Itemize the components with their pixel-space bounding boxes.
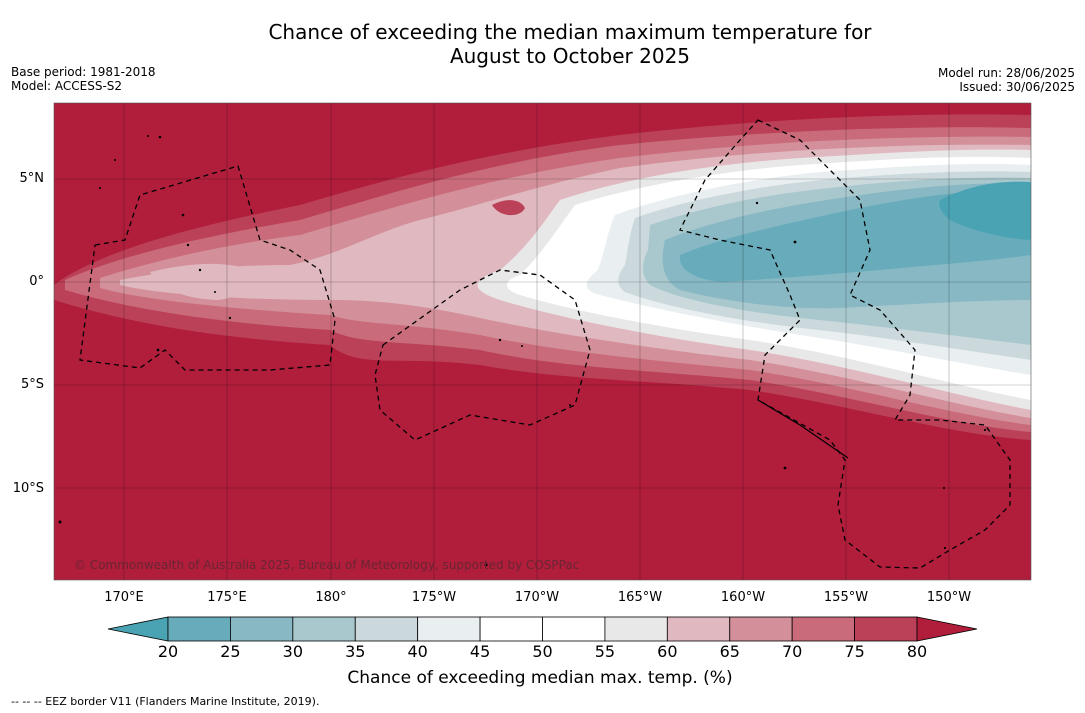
colorbar-segment: [666, 616, 731, 642]
lon-label-175e: 175°E: [207, 590, 247, 605]
meta-left: Base period: 1981-2018 Model: ACCESS-S2: [11, 65, 156, 93]
model-run: Model run: 28/06/2025: [937, 66, 1075, 80]
lon-label-170e: 170°E: [104, 590, 144, 605]
colorbar-tick-label: 20: [157, 642, 179, 661]
warm-spot: [492, 200, 525, 216]
colorbar-segment: [854, 616, 918, 642]
lon-label-170w: 170°W: [514, 590, 560, 605]
colorbar-tick-label: 50: [532, 642, 553, 661]
title-line-2: August to October 2025: [449, 44, 691, 68]
island-specks: [58, 135, 987, 567]
copyright-notice: © Commonwealth of Australia 2025, Bureau…: [74, 558, 580, 572]
lon-label-150w: 150°W: [926, 590, 972, 605]
colorbar-segment: [791, 616, 855, 642]
colorbar-tick-label: 40: [407, 642, 428, 661]
base-period: Base period: 1981-2018: [11, 65, 156, 79]
colorbar-segment: [230, 616, 294, 642]
lon-label-155w: 155°W: [823, 590, 869, 605]
lat-label-5n: 5°N: [19, 171, 45, 186]
colorbar-segment: [354, 616, 419, 642]
colorbar: [107, 616, 978, 642]
solid-boundary: [757, 399, 849, 459]
colorbar-tick-label: 80: [906, 642, 928, 661]
lon-label-175w: 175°W: [411, 590, 457, 605]
colorbar-label: Chance of exceeding median max. temp. (%…: [347, 668, 733, 688]
colorbar-segment: [479, 616, 543, 642]
graticule: [54, 103, 1031, 580]
eez-borders: [79, 119, 1011, 569]
map-title: Chance of exceeding the median maximum t…: [170, 20, 970, 68]
eez-line-islands: [679, 119, 1011, 569]
lon-label-180: 180°: [315, 590, 347, 605]
colorbar-tick-label: 75: [844, 642, 865, 661]
colorbar-segment: [542, 616, 606, 642]
colorbar-tick-label: 30: [282, 642, 303, 661]
colorbar-tick-label: 25: [220, 642, 241, 661]
issued-date: Issued: 30/06/2025: [959, 80, 1075, 94]
lat-label-0: 0°: [29, 274, 44, 289]
model-name: Model: ACCESS-S2: [11, 79, 123, 93]
colorbar-tick-label: 70: [781, 642, 803, 661]
colorbar-segment: [167, 616, 231, 642]
lon-label-165w: 165°W: [617, 590, 663, 605]
eez-phoenix: [374, 269, 591, 441]
colorbar-segment: [604, 616, 668, 642]
title-line-1: Chance of exceeding the median maximum t…: [268, 20, 872, 44]
colorbar-tick-label: 60: [657, 642, 678, 661]
eez-tuvalu: [79, 165, 336, 371]
lat-label-5s: 5°S: [20, 377, 44, 392]
probability-field: [54, 103, 1031, 580]
colorbar-extend-low: [107, 616, 169, 642]
colorbar-tick-label: 65: [719, 642, 740, 661]
lat-label-10s: 10°S: [12, 481, 44, 496]
colorbar-segment: [292, 616, 356, 642]
lon-label-160w: 160°W: [720, 590, 766, 605]
colorbar-segment: [729, 616, 793, 642]
contour-below-20: [939, 181, 1031, 240]
meta-right: Model run: 28/06/2025 Issued: 30/06/2025: [938, 66, 1075, 94]
colorbar-extend-high: [916, 616, 978, 642]
colorbar-tick-label: 55: [594, 642, 616, 661]
map-frame: [53, 102, 1032, 581]
colorbar-tick-label: 45: [469, 642, 491, 661]
contour-60-blob: [150, 263, 249, 300]
colorbar-segment: [417, 616, 481, 642]
colorbar-tick-label: 35: [345, 642, 366, 661]
eez-footnote: -- -- -- EEZ border V11 (Flanders Marine…: [11, 695, 320, 708]
